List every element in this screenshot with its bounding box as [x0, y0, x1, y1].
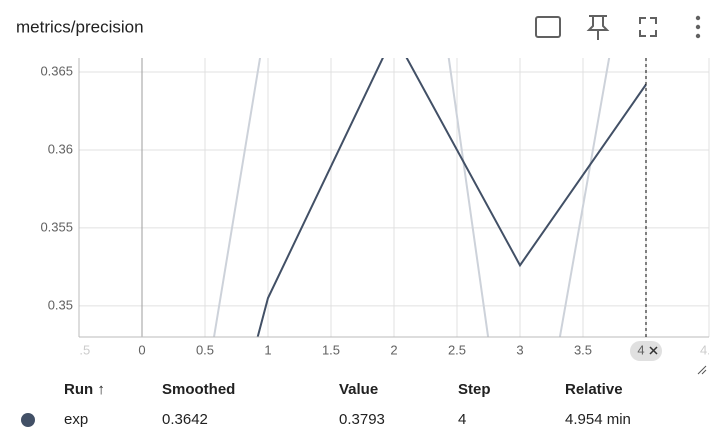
y-tick-label: 0.35: [48, 297, 73, 312]
table-cell: 0.3642: [162, 411, 208, 428]
x-tick-label: 0: [138, 342, 145, 357]
column-header: Step: [458, 381, 491, 398]
column-header: Value: [339, 381, 378, 398]
pin-icon[interactable]: [586, 15, 610, 40]
table-cell: exp: [64, 411, 88, 428]
y-tick-label: 0.36: [48, 141, 73, 156]
resize-handle[interactable]: [697, 365, 707, 375]
x-tick-label: 1: [264, 342, 271, 357]
x-tick-label: 3.5: [574, 342, 592, 357]
x-tick-label: 4: [637, 342, 644, 357]
x-tick-label: 1.5: [322, 342, 340, 357]
table-cell: 4.954 min: [565, 411, 631, 428]
series-line: [212, 58, 611, 337]
column-header: Run ↑: [64, 381, 105, 398]
x-tick-label: 2: [390, 342, 397, 357]
more-icon[interactable]: [695, 15, 701, 39]
fullscreen-icon[interactable]: [639, 17, 657, 37]
x-tick-label: 2.5: [448, 342, 466, 357]
y-tick-label: 0.365: [40, 63, 73, 78]
series-line: [256, 58, 647, 337]
y-tick-label: 0.355: [40, 219, 73, 234]
table-cell: 0.3793: [339, 411, 385, 428]
fit-domain-icon[interactable]: [535, 16, 561, 38]
x-tick-label: -0.5: [68, 342, 90, 357]
x-tick-label: 4.5: [700, 342, 718, 357]
column-header: Relative: [565, 381, 623, 398]
table-cell: 4: [458, 411, 466, 428]
run-color[interactable]: [21, 413, 35, 427]
x-tick-label: 0.5: [196, 342, 214, 357]
x-tick-label: 3: [516, 342, 523, 357]
step-badge: [630, 341, 662, 361]
card-title: metrics/precision: [16, 17, 144, 36]
toolbar: [535, 15, 657, 40]
close-icon: [649, 346, 658, 355]
column-header: Smoothed: [162, 381, 235, 398]
